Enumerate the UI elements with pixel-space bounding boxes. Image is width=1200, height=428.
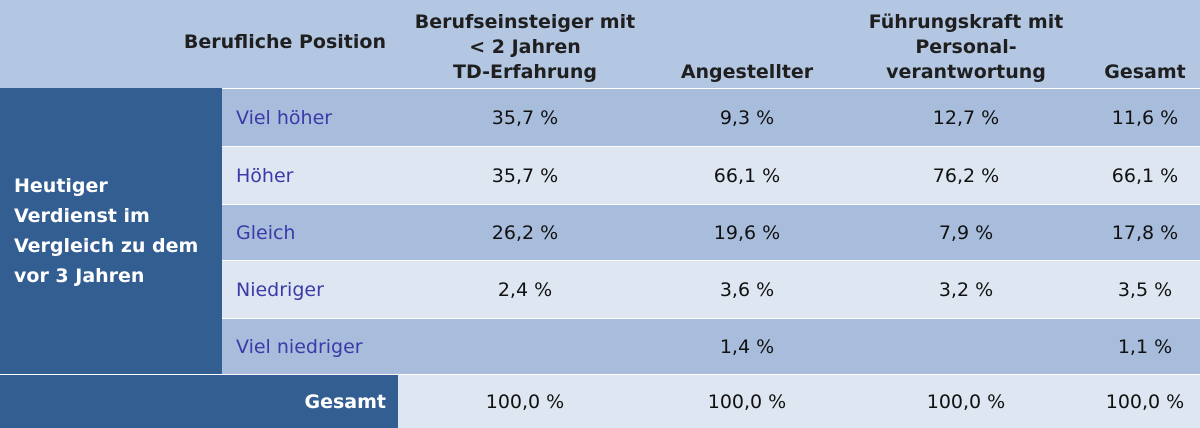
- row-divider: [222, 146, 1200, 147]
- table-cell: 17,8 %: [1090, 205, 1200, 260]
- column-header-line: Gesamt: [1104, 61, 1186, 83]
- row-label: Gleich: [222, 205, 398, 260]
- table-cell: 66,1 %: [1090, 147, 1200, 204]
- column-header-text: Gesamt: [1104, 60, 1186, 85]
- table-cell: 26,2 %: [398, 205, 652, 260]
- table-cell: 12,7 %: [842, 89, 1090, 146]
- column-header: Berufseinsteiger mit < 2 Jahren TD-Erfahru…: [398, 0, 652, 88]
- row-label: Niedriger: [222, 261, 398, 318]
- table-cell: 11,6 %: [1090, 89, 1200, 146]
- column-header-line: Personal-: [915, 36, 1017, 58]
- row-divider: [222, 318, 1200, 319]
- column-header-line: Berufseinsteiger mit: [414, 11, 636, 33]
- row-group-header: Heutiger Verdienst im Vergleich zu dem v…: [0, 88, 222, 374]
- corner-label: Berufliche Position: [0, 0, 398, 88]
- row-label: Viel höher: [222, 89, 398, 146]
- column-header-line: Angestellter: [680, 61, 814, 83]
- table-cell: 1,4 %: [652, 319, 842, 374]
- row-label: Höher: [222, 147, 398, 204]
- total-cell: 100,0 %: [1090, 375, 1200, 428]
- column-header-line: verantwortung: [886, 61, 1046, 83]
- table-cell: 19,6 %: [652, 205, 842, 260]
- row-label: Viel niedriger: [222, 319, 398, 374]
- table-cell: 1,1 %: [1090, 319, 1200, 374]
- table-cell: 35,7 %: [398, 147, 652, 204]
- column-header-text: Angestellter: [681, 60, 813, 85]
- column-header-text: Führungskraft mit Personal-verantwortung: [869, 10, 1064, 85]
- table-cell: [842, 319, 1090, 374]
- column-header-text: Berufseinsteiger mit < 2 Jahren TD-Erfahru…: [415, 10, 635, 85]
- row-divider: [0, 374, 1200, 375]
- table-cell: 9,3 %: [652, 89, 842, 146]
- column-header-line: TD-Erfahrung: [453, 61, 597, 83]
- table-cell: 3,2 %: [842, 261, 1090, 318]
- column-header: Angestellter: [652, 0, 842, 88]
- row-divider: [222, 204, 1200, 205]
- column-header-line: < 2 Jahren: [469, 36, 581, 58]
- row-divider: [222, 260, 1200, 261]
- table-cell: [398, 319, 652, 374]
- total-cell: 100,0 %: [842, 375, 1090, 428]
- table-cell: 7,9 %: [842, 205, 1090, 260]
- table-cell: 2,4 %: [398, 261, 652, 318]
- column-header: Führungskraft mit Personal-verantwortung: [842, 0, 1090, 88]
- table-cell: 76,2 %: [842, 147, 1090, 204]
- total-cell: 100,0 %: [398, 375, 652, 428]
- column-header: Gesamt: [1090, 0, 1200, 88]
- column-header-line: Führungskraft mit: [868, 11, 1064, 33]
- table-cell: 66,1 %: [652, 147, 842, 204]
- table-cell: 3,5 %: [1090, 261, 1200, 318]
- table-cell: 3,6 %: [652, 261, 842, 318]
- row-divider: [222, 88, 1200, 89]
- total-row-label: Gesamt: [0, 375, 398, 428]
- total-cell: 100,0 %: [652, 375, 842, 428]
- table-cell: 35,7 %: [398, 89, 652, 146]
